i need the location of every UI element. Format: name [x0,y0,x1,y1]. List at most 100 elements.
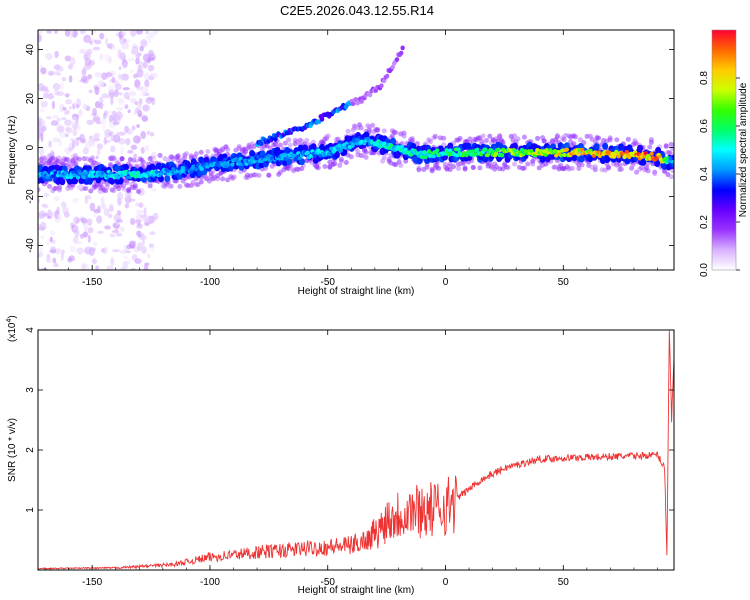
spectrogram-x-ticks: -150 -100 -50 0 50 [44,30,658,288]
spectrogram-halo-cell [381,155,387,161]
spectrogram-halo-cell [375,127,381,133]
spectrogram-ridge-cell [75,175,81,180]
spectrogram-halo-cell [541,138,547,144]
spectrogram-band-cell [602,142,609,150]
spectrogram-noise-cell [64,55,72,62]
spectrogram-noise-cell [95,155,99,160]
snr-y-ticks: 1 2 3 4 [25,327,674,513]
spectrogram-halo-cell [345,128,351,134]
colorbar-tick-label: 0.8 [699,71,710,85]
chart-title: C2E5.2026.043.12.55.R14 [280,3,434,18]
spectrogram-halo-cell [325,133,331,139]
spectrogram-noise-cell [108,55,112,65]
spectrogram-halo-cell [645,168,651,174]
spectrogram-halo-cell [315,165,321,171]
spectrogram-noise-cell [96,215,103,224]
spectrogram-halo-cell [401,133,407,139]
spectrogram-noise-cell [105,72,113,78]
spectrogram-noise-cell [101,123,106,132]
spectrogram-noise-cell [121,40,129,50]
spectrogram-noise-cell [89,202,96,212]
spectrogram-y-axis-label: Frequency (Hz) [7,116,18,185]
spectrogram-noise-cell [62,106,67,111]
spectrogram-noise-cell [139,45,144,52]
spectrogram-halo-cell [147,183,153,189]
spectrogram-halo-cell [457,135,463,141]
spectrogram-noise-cell [130,97,137,104]
spectrogram-noise-cell [53,195,60,202]
spectrogram-halo-cell [286,137,292,143]
spectrogram-noise-cell [65,99,73,105]
spectrogram-halo-cell [668,174,674,180]
spectrogram-halo-cell [451,164,457,170]
spectrogram-halo-cell [231,174,237,180]
spectrogram-halo-cell [337,162,343,168]
spectrogram-noise-cell [121,30,127,36]
spectrogram-noise-cell [94,101,100,109]
spectrogram-band-cell [416,157,423,165]
spectrogram-noise-cell [39,247,44,254]
spectrogram-noise-cell [108,213,113,219]
spectrogram-halo-cell [569,165,575,171]
spectrogram-noise-cell [115,232,122,237]
spectrogram-halo-cell [282,140,288,146]
spectrogram-noise-cell [96,149,101,156]
spectrogram-noise-cell [65,110,71,115]
spectrogram-noise-cell [84,63,92,70]
spectrogram-noise-cell [87,234,91,244]
spectrogram-halo-cell [358,125,364,131]
spectrogram-halo-cell [76,156,82,162]
snr-scale-label: (x104) [6,315,18,342]
spectrogram-noise-cell [89,40,93,45]
spectrogram-noise-cell [52,137,61,143]
spectrogram-noise-cell [108,92,115,99]
spectrogram-noise-cell [68,75,73,83]
spectrogram-noise-cell [111,43,115,50]
spectrogram-noise-cell [55,65,64,73]
spectrogram-noise-cell [102,112,107,120]
spectrogram-noise-cell [112,121,120,126]
spectrogram-noise-cell [43,192,50,198]
spectrogram-halo-cell [614,137,620,143]
spectrogram-noise-cell [79,217,85,222]
spectrogram-halo-cell [663,143,669,149]
spectrogram-ridge-cell [483,147,488,152]
spectrogram-noise-cell [140,147,145,154]
spectrogram-noise-cell [69,30,74,39]
spectrogram-noise-cell [126,96,130,101]
spectrogram-noise-cell [99,53,104,61]
spectrogram-branch-cell [353,97,359,102]
spectrogram-halo-cell [126,188,132,194]
spectrogram-noise-cell [54,248,62,255]
spectrogram-halo-cell [266,172,272,178]
spectrogram-noise-cell [144,144,150,152]
spectrogram-noise-cell [84,246,93,255]
spectrogram-halo-cell [175,153,181,159]
spectrogram-noise-cell [40,100,48,108]
spectrogram-halo-cell [670,146,674,152]
spectrogram-halo-cell [455,165,461,171]
spectrogram-halo-cell [198,179,204,185]
spectrogram-halo-cell [363,149,369,155]
spectrogram-halo-cell [399,140,405,146]
spectrogram-noise-cell [52,71,60,76]
spectrogram-halo-cell [515,136,521,142]
spectrogram-halo-cell [256,172,262,178]
spectrogram-halo-cell [467,136,473,142]
spectrogram-noise-cell [125,138,131,146]
spectrogram-noise-cell [81,149,86,154]
spectrogram-noise-cell [101,93,109,99]
spectrogram-halo-cell [662,169,668,175]
spectrogram-band-cell [341,148,348,156]
spectrogram-branch-cell [259,141,264,147]
spectrogram-halo-cell [332,161,338,167]
spectrogram-noise-cell [40,235,45,240]
spectrogram-noise-cell [73,225,79,231]
colorbar-tick-label: 0.6 [699,119,710,133]
spectrogram-halo-cell [141,159,147,165]
spectrogram-noise-cell [43,92,49,99]
spectrogram-halo-cell [162,156,168,162]
snr-y-tick-label: 4 [25,327,36,333]
spectrogram-halo-cell [177,183,183,189]
spectrogram-content [38,30,674,270]
